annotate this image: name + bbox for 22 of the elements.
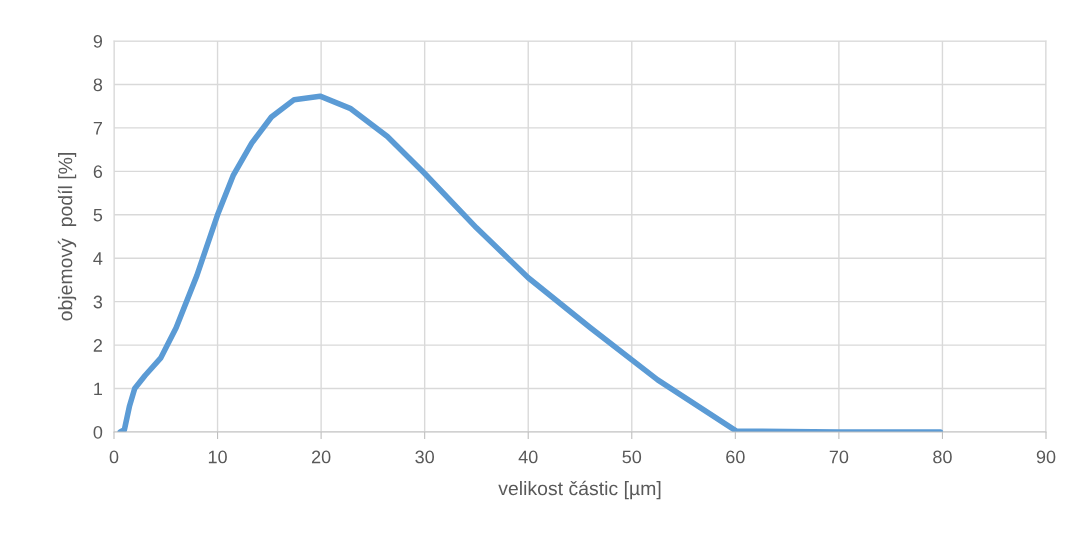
x-tick-label: 80 bbox=[933, 450, 952, 464]
x-tick-label: 10 bbox=[208, 450, 227, 464]
y-tick-label: 4 bbox=[93, 252, 103, 265]
y-tick-label: 2 bbox=[93, 339, 102, 352]
x-tick-label: 90 bbox=[1036, 450, 1056, 464]
y-tick-label: 9 bbox=[93, 34, 103, 48]
y-axis-title: objemový podíl [%] bbox=[57, 153, 77, 321]
y-tick-label: 6 bbox=[93, 165, 103, 179]
x-tick-label: 50 bbox=[622, 450, 642, 464]
x-tick-label: 30 bbox=[415, 450, 434, 464]
x-axis-title: velikost částic [µm] bbox=[498, 480, 661, 500]
y-tick-label: 7 bbox=[93, 122, 102, 135]
x-tick-label: 70 bbox=[829, 450, 849, 464]
x-tick-label: 60 bbox=[726, 450, 745, 464]
y-tick-label: 8 bbox=[93, 78, 103, 92]
y-tick-label: 0 bbox=[93, 425, 103, 439]
x-tick-label: 20 bbox=[311, 450, 331, 464]
y-tick-label: 5 bbox=[93, 208, 103, 222]
y-tick-label: 1 bbox=[94, 382, 103, 396]
x-tick-label: 40 bbox=[518, 450, 538, 464]
y-tick-label: 3 bbox=[93, 295, 103, 309]
x-tick-label: 0 bbox=[109, 450, 119, 464]
